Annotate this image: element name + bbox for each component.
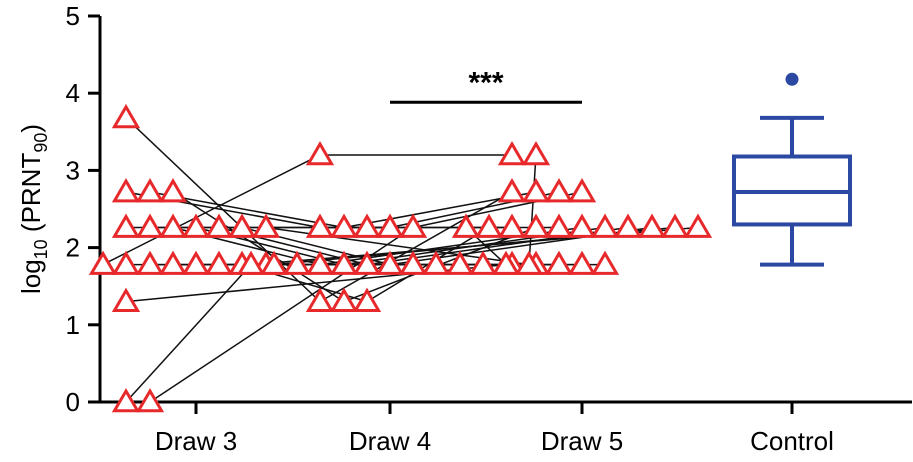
data-point-draw-4	[329, 287, 359, 312]
data-point-draw-3	[111, 250, 141, 275]
x-tick-label: Draw 5	[541, 426, 623, 456]
y-axis-label: log10 (PRNT90)	[16, 124, 51, 294]
data-point-draw-4	[352, 287, 382, 312]
data-point-draw-5	[567, 178, 597, 203]
data-point-draw-5	[497, 213, 527, 238]
data-point-draw-3	[111, 287, 141, 312]
data-point-draw-3	[158, 213, 188, 238]
data-point-draw-3	[135, 250, 165, 275]
data-point-draw-5	[683, 213, 713, 238]
y-tick-label: 4	[66, 78, 80, 108]
significance-annotation: ***	[390, 66, 582, 104]
data-point-draw-5	[637, 213, 667, 238]
data-point-draw-4	[329, 250, 359, 275]
y-tick-label: 5	[66, 1, 80, 31]
data-point-draw-4	[514, 250, 544, 275]
data-point-draw-4	[491, 250, 521, 275]
data-point-draw-4	[305, 140, 335, 166]
data-point-draw-4	[236, 250, 266, 275]
y-tick-label: 0	[66, 387, 80, 417]
control-outlier	[785, 72, 799, 86]
subject-connector	[528, 154, 537, 265]
x-tick-label: Draw 4	[349, 426, 431, 456]
significance-label: ***	[468, 66, 503, 99]
data-point-draw-5	[451, 213, 481, 238]
data-point-draw-5	[590, 213, 620, 238]
data-point-draw-4	[305, 287, 335, 312]
data-point-draw-3	[204, 213, 234, 238]
data-point-draw-3	[181, 213, 211, 238]
subject-connector	[125, 264, 252, 403]
y-axis-label-part: )	[16, 124, 46, 133]
data-point-draw-5	[521, 213, 551, 238]
data-point-draw-5	[613, 213, 643, 238]
y-axis-label-subscript: 10	[31, 239, 51, 259]
y-axis-label-part: log	[16, 259, 46, 294]
data-point-draw-5	[544, 178, 574, 203]
data-point-draw-5	[544, 213, 574, 238]
data-point-draw-5	[497, 178, 527, 203]
data-point-draw-4	[305, 250, 335, 275]
control-boxplot	[732, 72, 852, 267]
data-point-draw-3	[158, 250, 188, 275]
data-point-draw-4	[398, 250, 428, 275]
data-point-draw-5	[474, 213, 504, 238]
data-point-draw-3	[135, 213, 165, 238]
y-tick-label: 2	[66, 233, 80, 263]
data-point-draw-3	[158, 178, 188, 203]
subject-connector	[319, 191, 513, 303]
subject-connector	[102, 154, 321, 266]
data-point-draw-3	[111, 213, 141, 238]
data-point-draw-3	[111, 103, 141, 129]
data-point-draw-5	[567, 213, 597, 238]
y-axis-label-part: (PRNT	[16, 153, 46, 240]
data-point-draw-3	[181, 250, 211, 275]
data-point-draw-3	[204, 250, 234, 275]
data-point-draw-4	[445, 250, 475, 275]
data-point-draw-3	[135, 178, 165, 203]
data-point-draw-4	[375, 250, 405, 275]
y-tick-label: 1	[66, 310, 80, 340]
data-point-draw-5	[544, 250, 574, 275]
data-point-draw-4	[329, 213, 359, 238]
data-point-draw-3	[227, 213, 257, 238]
data-point-draw-4	[375, 213, 405, 238]
data-point-draw-5	[660, 213, 690, 238]
axes: 0 1 2 3 4 5 Draw 3 Draw 4 Draw 5 Control log10 (PR…	[16, 1, 912, 456]
y-tick-label: 3	[66, 155, 80, 185]
data-point-draw-4	[352, 250, 382, 275]
data-point-draw-3	[111, 388, 141, 413]
data-point-draw-4	[282, 250, 312, 275]
x-tick-label: Draw 3	[155, 426, 237, 456]
data-point-draw-5	[497, 140, 527, 166]
data-point-draw-5	[590, 250, 620, 275]
data-point-draw-4	[352, 213, 382, 238]
x-tick-label: Control	[750, 426, 834, 456]
subject-connector	[149, 226, 414, 403]
data-point-draw-4	[421, 250, 451, 275]
data-point-draw-5	[567, 250, 597, 275]
y-axis-label-subscript: 90	[31, 133, 51, 153]
data-point-draw-3	[88, 250, 118, 275]
data-point-draw-5	[521, 178, 551, 203]
data-point-draw-5	[521, 140, 551, 166]
data-markers	[88, 103, 713, 413]
data-point-draw-4	[398, 213, 428, 238]
data-point-draw-3	[135, 388, 165, 413]
data-point-draw-4	[259, 250, 289, 275]
data-point-draw-4	[305, 213, 335, 238]
data-point-draw-3	[251, 213, 281, 238]
data-point-draw-3	[111, 178, 141, 203]
data-point-draw-4	[468, 250, 498, 275]
